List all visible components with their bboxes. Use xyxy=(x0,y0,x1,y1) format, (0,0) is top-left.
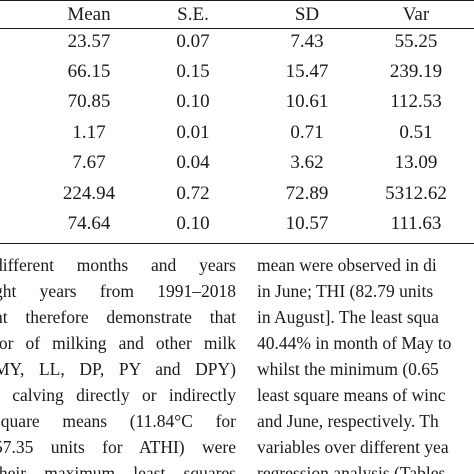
table-top-rule xyxy=(0,0,474,1)
cell-se: 0.04 xyxy=(176,152,210,173)
header-se: S.E. xyxy=(177,4,209,25)
cell-sd: 10.61 xyxy=(285,91,329,112)
cell-sd: 15.47 xyxy=(285,61,329,82)
text-line: square means (11.84°C for xyxy=(0,411,236,431)
text-line: regression analysis (Tables xyxy=(257,463,446,474)
cell-var: 13.09 xyxy=(394,152,438,173)
table-row: 74.64 0.10 10.57 111.63 xyxy=(0,211,474,237)
cell-mean: 66.15 xyxy=(67,61,111,82)
text-line: ht therefore demonstrate that xyxy=(0,307,236,327)
table-header-row: Mean S.E. SD Var xyxy=(0,2,474,28)
table-row: 23.57 0.07 7.43 55.25 xyxy=(0,29,474,55)
header-mean: Mean xyxy=(67,4,111,25)
cell-var: 111.63 xyxy=(390,213,442,234)
text-line: their maximum least squares xyxy=(0,463,236,474)
cell-var: 55.25 xyxy=(394,31,438,52)
cell-var: 112.53 xyxy=(390,91,442,112)
cell-mean: 1.17 xyxy=(72,122,106,143)
table-header-rule xyxy=(0,28,474,29)
table-bottom-rule xyxy=(0,243,474,244)
text-line: and June, respectively. Th xyxy=(257,411,439,431)
text-line: f calving directly or indirectly xyxy=(0,385,236,405)
table-row: 1.17 0.01 0.71 0.51 xyxy=(0,120,474,146)
cell-se: 0.15 xyxy=(176,61,210,82)
cell-sd: 0.71 xyxy=(290,122,324,143)
header-sd: SD xyxy=(294,4,320,25)
right-text-column: mean were observed in di in June; THI (8… xyxy=(257,252,474,474)
header-var: Var xyxy=(402,4,430,25)
table-row: 66.15 0.15 15.47 239.19 xyxy=(0,59,474,85)
cell-sd: 10.57 xyxy=(285,213,329,234)
text-line: MY, LL, DP, PY and DPY) xyxy=(0,359,236,379)
text-line: ght years from 1991–2018 xyxy=(0,281,236,301)
left-text-column: different months and years ght years fro… xyxy=(0,252,236,474)
cell-mean: 74.64 xyxy=(67,213,111,234)
table-row: 7.67 0.04 3.62 13.09 xyxy=(0,150,474,176)
cell-sd: 7.43 xyxy=(290,31,324,52)
cell-se: 0.07 xyxy=(176,31,210,52)
cell-mean: 70.85 xyxy=(67,91,111,112)
cell-se: 0.01 xyxy=(176,122,210,143)
cell-sd: 3.62 xyxy=(290,152,324,173)
text-line: ior of milking and other milk xyxy=(0,333,236,353)
cell-mean: 224.94 xyxy=(62,183,116,204)
table-row: 70.85 0.10 10.61 112.53 xyxy=(0,89,474,115)
cell-se: 0.72 xyxy=(176,183,210,204)
text-line: mean were observed in di xyxy=(257,255,437,275)
text-line: different months and years xyxy=(0,255,236,275)
cell-var: 5312.62 xyxy=(385,183,447,204)
cell-se: 0.10 xyxy=(176,213,210,234)
text-line: 57.35 units for ATHI) were xyxy=(0,437,236,457)
text-line: in June; THI (82.79 units xyxy=(257,281,434,301)
cell-se: 0.10 xyxy=(176,91,210,112)
cell-var: 0.51 xyxy=(399,122,433,143)
cell-sd: 72.89 xyxy=(285,183,329,204)
text-line: 40.44% in month of May to xyxy=(257,333,452,353)
text-line: in August]. The least squa xyxy=(257,307,439,327)
table-row: 224.94 0.72 72.89 5312.62 xyxy=(0,181,474,207)
cell-var: 239.19 xyxy=(389,61,443,82)
cell-mean: 7.67 xyxy=(72,152,106,173)
text-line: variables over different yea xyxy=(257,437,449,457)
text-line: least square means of winc xyxy=(257,385,446,405)
text-line: whilst the minimum (0.65 xyxy=(257,359,439,379)
cell-mean: 23.57 xyxy=(67,31,111,52)
